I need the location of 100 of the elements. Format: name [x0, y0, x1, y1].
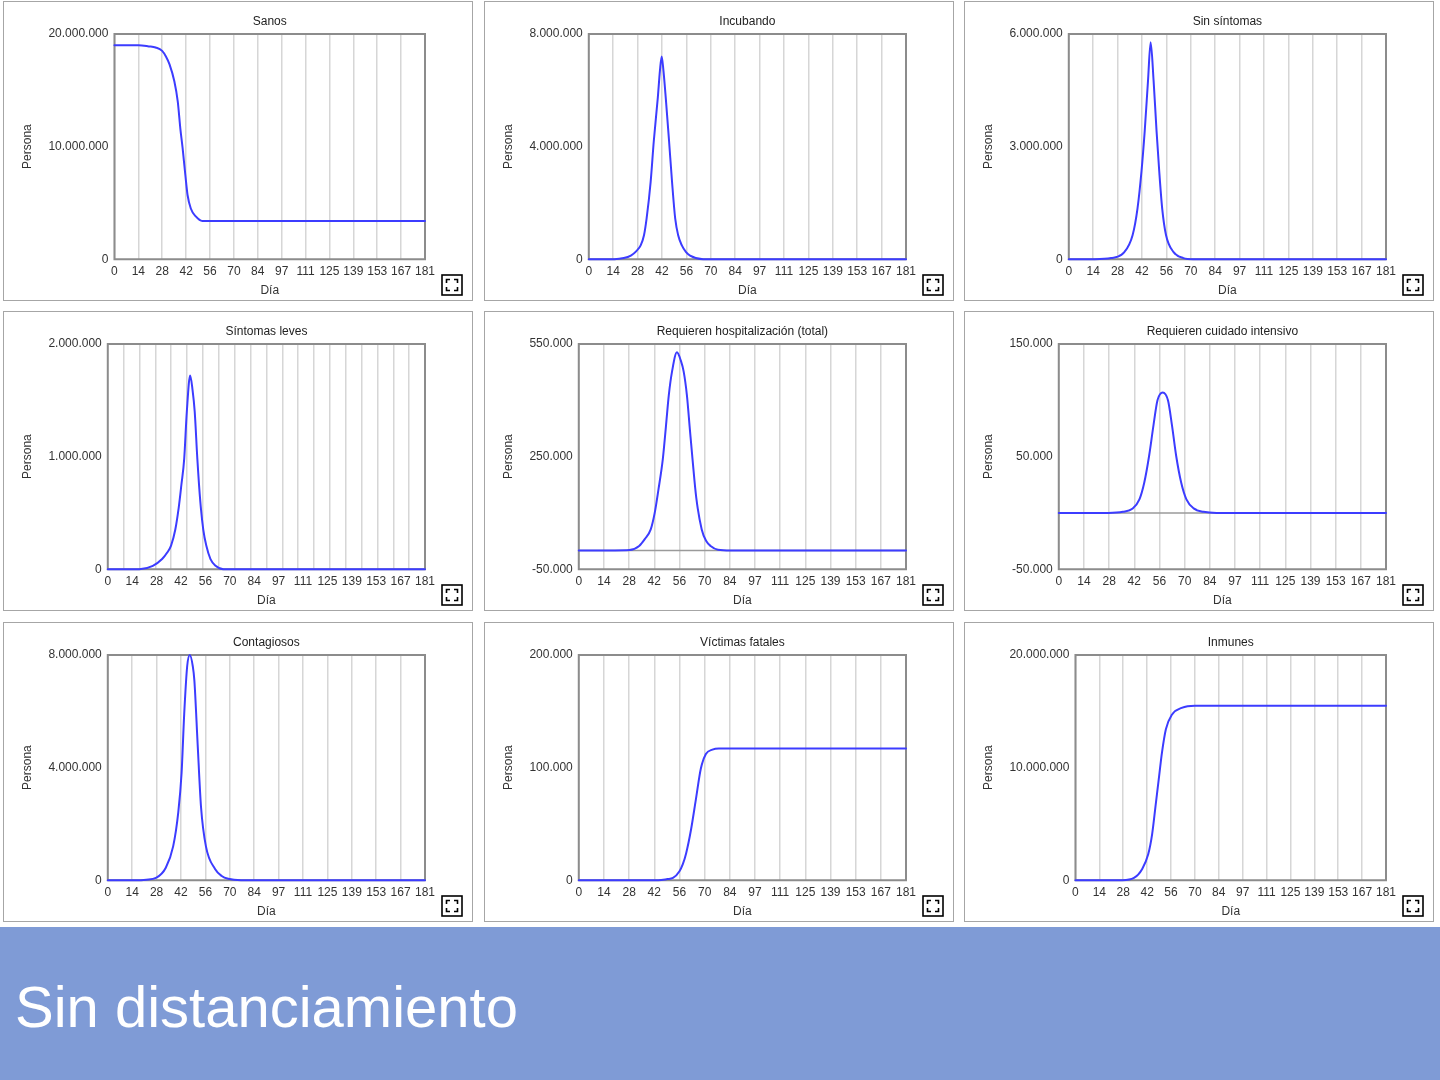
chart-title: Víctimas fatales	[700, 635, 785, 650]
x-axis-title: Día	[733, 904, 753, 919]
y-tick-label: 50.000	[1016, 448, 1054, 463]
y-axis-title: Persona	[980, 744, 995, 790]
y-tick-label: -50.000	[1012, 561, 1054, 576]
y-tick-label: 0	[1062, 872, 1070, 887]
x-tick-label: 97	[1232, 263, 1247, 278]
x-tick-label: 139	[820, 884, 841, 899]
x-tick-label: 181	[414, 573, 436, 588]
x-tick-label: 167	[391, 263, 412, 278]
x-tick-label: 14	[1092, 884, 1107, 899]
x-tick-label: 167	[390, 884, 411, 899]
x-tick-label: 167	[870, 573, 892, 588]
x-tick-label: 111	[771, 573, 790, 588]
x-tick-label: 0	[111, 263, 119, 278]
x-tick-label: 14	[597, 573, 611, 588]
x-tick-label: 56	[203, 263, 217, 278]
x-tick-label: 139	[1302, 263, 1324, 278]
x-tick-label: 139	[820, 573, 841, 588]
x-tick-label: 42	[1127, 573, 1142, 588]
x-tick-label: 153	[366, 884, 387, 899]
x-tick-label: 111	[774, 263, 794, 278]
x-tick-label: 139	[341, 573, 363, 588]
x-tick-label: 125	[795, 573, 816, 588]
x-tick-label: 153	[1328, 884, 1349, 899]
x-tick-label: 125	[1275, 573, 1296, 588]
x-tick-label: 84	[723, 573, 737, 588]
x-tick-label: 153	[1327, 263, 1348, 278]
y-tick-label: 150.000	[1009, 336, 1054, 351]
x-tick-label: 181	[1375, 263, 1397, 278]
x-tick-label: 84	[728, 263, 743, 278]
x-tick-label: 125	[1280, 884, 1301, 899]
x-axis-title: Día	[257, 904, 277, 919]
y-tick-label: 4.000.000	[48, 759, 103, 774]
x-tick-label: 125	[1278, 263, 1299, 278]
chart-title: Sanos	[252, 14, 287, 29]
x-tick-label: 139	[341, 884, 363, 899]
x-tick-label: 84	[1203, 573, 1217, 588]
x-tick-label: 70	[704, 263, 718, 278]
x-tick-label: 97	[748, 573, 762, 588]
x-tick-label: 56	[1159, 263, 1174, 278]
x-axis-title: Día	[1218, 283, 1238, 298]
y-axis-title: Persona	[500, 744, 515, 790]
x-tick-label: 14	[1077, 573, 1091, 588]
x-tick-label: 97	[1228, 573, 1242, 588]
x-tick-label: 70	[697, 573, 712, 588]
chart-title: Inmunes	[1207, 635, 1254, 650]
x-tick-label: 167	[390, 573, 411, 588]
x-tick-label: 111	[1257, 884, 1276, 899]
x-tick-label: 42	[647, 573, 662, 588]
x-tick-label: 84	[1208, 263, 1223, 278]
x-tick-label: 111	[293, 573, 313, 588]
x-tick-label: 167	[871, 263, 892, 278]
y-tick-label: 0	[566, 872, 574, 887]
x-tick-label: 97	[1235, 884, 1250, 899]
text: Sin distanciamiento	[15, 974, 518, 1039]
x-tick-label: 139	[343, 263, 364, 278]
x-tick-label: 28	[155, 263, 170, 278]
y-tick-label: 200.000	[529, 647, 574, 662]
x-tick-label: 70	[697, 884, 712, 899]
x-tick-label: 28	[622, 884, 637, 899]
y-tick-label: 3.000.000	[1009, 138, 1064, 153]
y-tick-label: 0	[1056, 251, 1064, 266]
chart-title: Contagiosos	[233, 635, 300, 650]
y-tick-label: 10.000.000	[1009, 759, 1070, 774]
y-axis-title: Persona	[980, 123, 995, 169]
x-axis-title: Día	[1213, 593, 1233, 608]
x-tick-label: 56	[672, 884, 687, 899]
x-tick-label: 167	[1351, 263, 1372, 278]
x-tick-label: 42	[174, 884, 188, 899]
y-tick-label: 250.000	[529, 448, 574, 463]
x-tick-label: 97	[752, 263, 767, 278]
y-axis-title: Persona	[19, 744, 34, 790]
x-tick-label: 70	[1188, 884, 1202, 899]
y-axis-title: Persona	[19, 123, 34, 169]
x-tick-label: 42	[1140, 884, 1155, 899]
x-tick-label: 42	[179, 263, 194, 278]
x-tick-label: 28	[630, 263, 645, 278]
x-tick-label: 125	[317, 884, 338, 899]
x-tick-label: 14	[125, 573, 140, 588]
x-tick-label: 42	[647, 884, 662, 899]
x-tick-label: 181	[414, 884, 436, 899]
x-tick-label: 14	[597, 884, 611, 899]
x-tick-label: 14	[125, 884, 140, 899]
x-tick-label: 111	[296, 263, 315, 278]
y-tick-label: 20.000.000	[48, 26, 109, 41]
x-tick-label: 153	[1325, 573, 1346, 588]
chart-title: Incubando	[719, 14, 776, 29]
x-tick-label: 125	[798, 263, 819, 278]
x-tick-label: 97	[748, 884, 762, 899]
x-axis-title: Día	[257, 593, 277, 608]
x-tick-label: 167	[1350, 573, 1372, 588]
x-tick-label: 153	[845, 884, 866, 899]
x-tick-label: 111	[1254, 263, 1274, 278]
x-tick-label: 153	[847, 263, 868, 278]
x-tick-label: 42	[174, 573, 188, 588]
chart-title: Requieren hospitalización (total)	[656, 324, 829, 339]
x-axis-title: Día	[738, 283, 758, 298]
x-tick-label: 139	[822, 263, 844, 278]
y-tick-label: 2.000.000	[48, 336, 103, 351]
